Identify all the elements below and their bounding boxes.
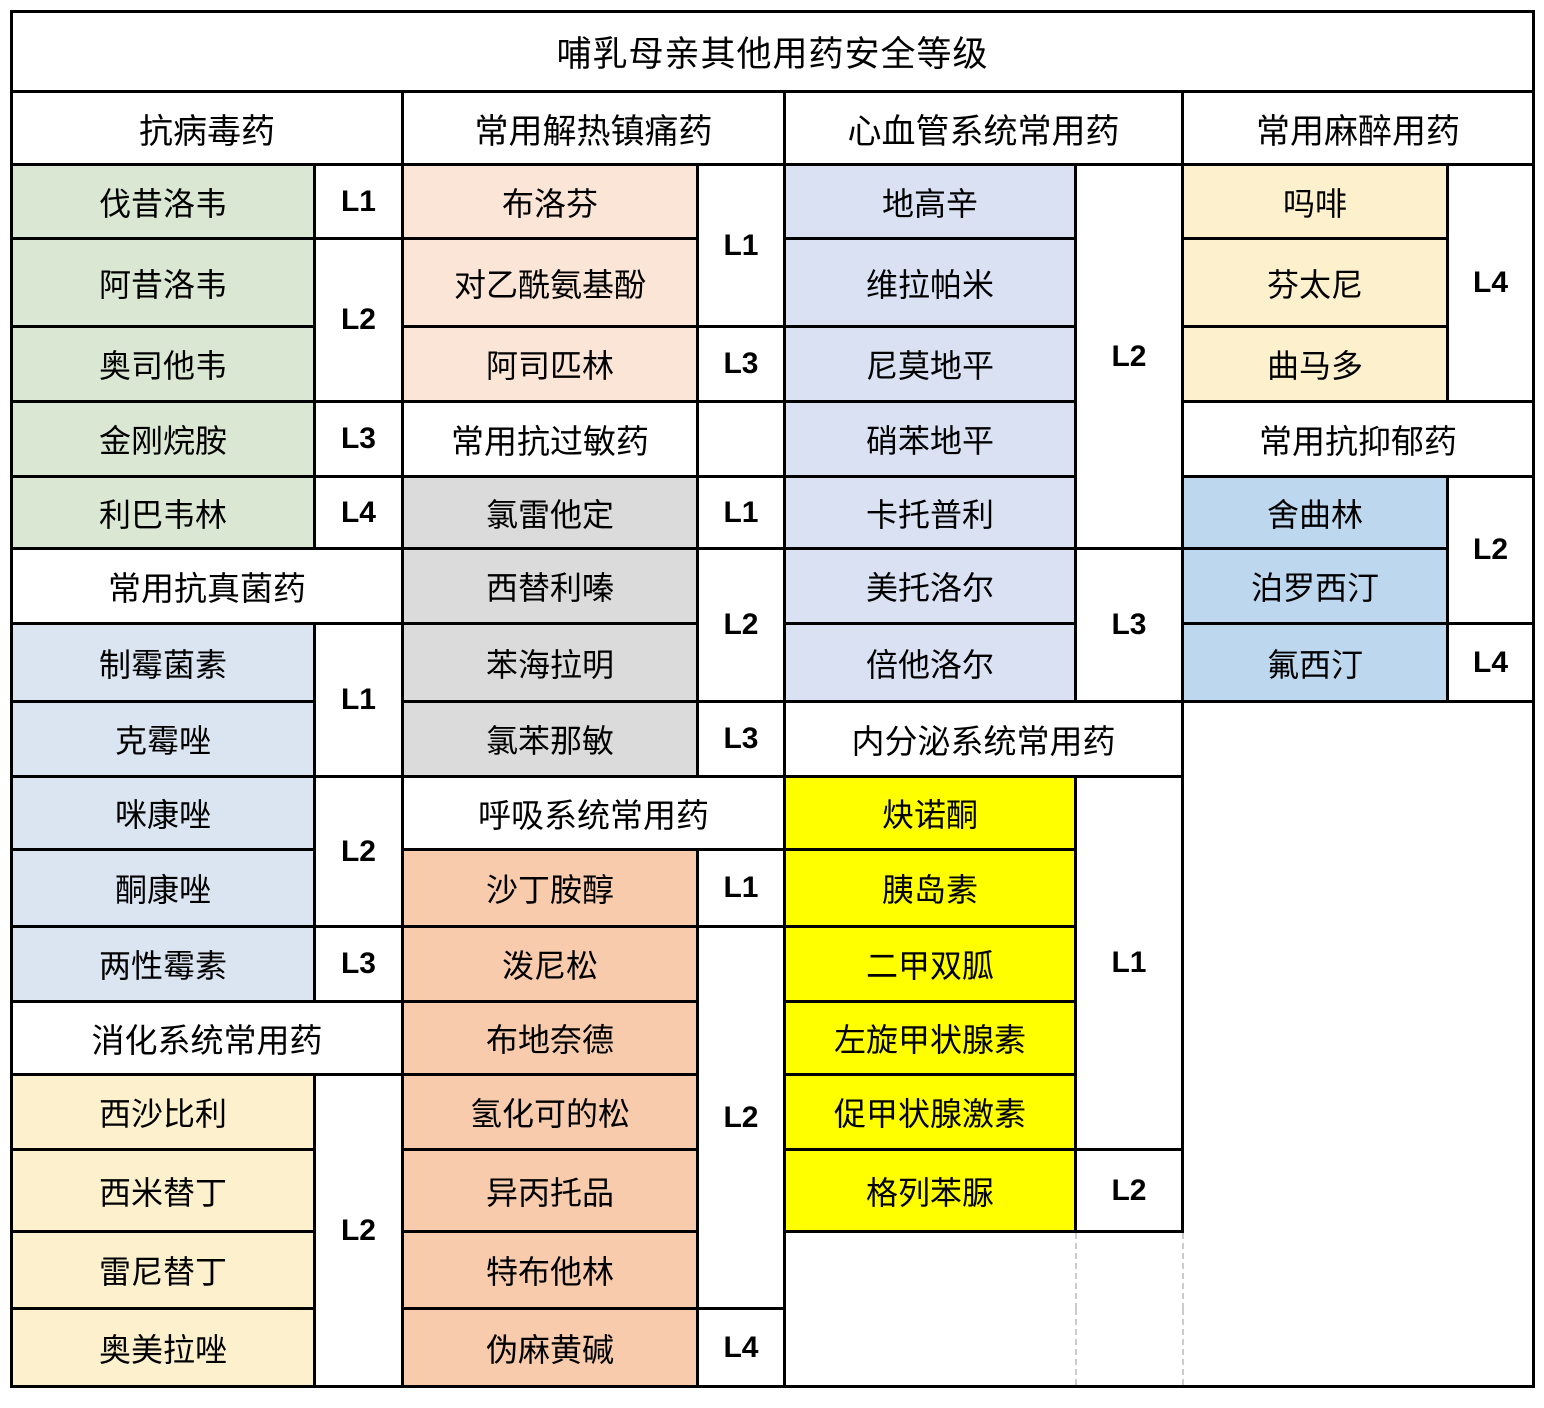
drug-cell: 沙丁胺醇 [401,848,699,928]
drug-cell: 倍他洛尔 [783,622,1077,703]
drug-cell: 布地奈德 [401,1000,699,1076]
level-cell: L1 [1074,775,1184,1151]
drug-cell: 异丙托品 [401,1148,699,1233]
drug-cell: 伐昔洛韦 [10,163,316,240]
drug-cell: 曲马多 [1181,325,1449,403]
level-cell: L2 [696,547,786,703]
column-header-analgesic: 常用解热镇痛药 [401,90,786,166]
empty-cell [1075,1231,1184,1387]
drug-cell: 酮康唑 [10,848,316,928]
drug-cell: 泼尼松 [401,925,699,1003]
section-header-endocrine: 内分泌系统常用药 [783,700,1184,778]
level-cell: L2 [313,1073,404,1388]
drug-cell: 胰岛素 [783,848,1077,928]
drug-cell: 泊罗西汀 [1181,547,1449,625]
level-cell: L3 [696,325,786,403]
level-cell: L3 [1074,547,1184,703]
level-cell: L3 [313,925,404,1003]
drug-cell: 对乙酰氨基酚 [401,237,699,328]
drug-cell: 苯海拉明 [401,622,699,703]
level-cell: L2 [313,775,404,928]
level-cell: L2 [1074,1148,1184,1233]
section-header-antidepressant: 常用抗抑郁药 [1180,400,1536,478]
drug-cell: 氯苯那敏 [401,700,699,778]
level-cell: L4 [1445,163,1536,403]
drug-cell: 舍曲林 [1181,475,1449,550]
section-header-respiratory: 呼吸系统常用药 [401,775,786,851]
section-header-digestive: 消化系统常用药 [10,1000,404,1076]
drug-cell: 尼莫地平 [783,325,1077,403]
level-cell: L2 [696,925,786,1310]
drug-cell: 地高辛 [783,163,1077,240]
section-header-antifungal: 常用抗真菌药 [10,547,404,625]
drug-cell: 卡托普利 [783,475,1077,550]
drug-cell: 伪麻黄碱 [401,1307,699,1388]
level-cell: L2 [1445,475,1536,625]
drug-cell: 硝苯地平 [783,400,1077,478]
level-cell: L4 [696,1307,786,1388]
drug-cell: 两性霉素 [10,925,316,1003]
drug-cell: 奥司他韦 [10,325,316,403]
drug-cell: 芬太尼 [1181,237,1449,328]
level-cell: L4 [313,475,404,550]
drug-cell: 二甲双胍 [783,925,1077,1003]
table-title: 哺乳母亲其他用药安全等级 [9,10,1536,93]
drug-cell: 西沙比利 [10,1073,316,1151]
section-header-antiallergy: 常用抗过敏药 [401,400,699,478]
drug-cell: 奥美拉唑 [10,1307,316,1388]
level-cell: L2 [1074,163,1184,550]
drug-cell: 吗啡 [1181,163,1449,240]
level-cell: L1 [696,475,786,550]
drug-cell: 炔诺酮 [783,775,1077,851]
drug-cell: 美托洛尔 [783,547,1077,625]
drug-cell: 西米替丁 [10,1148,316,1233]
drug-cell: 维拉帕米 [783,237,1077,328]
drug-cell: 利巴韦林 [10,475,316,550]
drug-cell: 氯雷他定 [401,475,699,550]
level-cell: L1 [696,848,786,928]
drug-cell: 克霉唑 [10,700,316,778]
drug-cell: 雷尼替丁 [10,1230,316,1310]
empty-cell [784,1231,1077,1387]
drug-cell: 制霉菌素 [10,622,316,703]
drug-cell: 西替利嗪 [401,547,699,625]
level-cell: L3 [313,400,404,478]
drug-cell: 促甲状腺激素 [783,1073,1077,1151]
level-cell: L2 [313,237,404,403]
level-cell: L1 [313,163,404,240]
column-header-cardio: 心血管系统常用药 [783,90,1184,166]
drug-cell: 布洛芬 [401,163,699,240]
medication-safety-table: 哺乳母亲其他用药安全等级 抗病毒药 常用解热镇痛药 心血管系统常用药 常用麻醉用… [9,10,1536,1388]
level-cell: L4 [1445,622,1536,703]
drug-cell: 金刚烷胺 [10,400,316,478]
drug-cell: 氢化可的松 [401,1073,699,1151]
drug-cell: 阿昔洛韦 [10,237,316,328]
drug-cell: 特布他林 [401,1230,699,1310]
level-cell: L1 [313,622,404,778]
column-header-anesthetic: 常用麻醉用药 [1180,90,1536,166]
column-header-antiviral: 抗病毒药 [10,90,404,166]
drug-cell: 阿司匹林 [401,325,699,403]
drug-cell: 氟西汀 [1181,622,1449,703]
empty-cell [1182,701,1534,1387]
drug-cell: 格列苯脲 [783,1148,1077,1233]
empty-level-cell [696,400,786,478]
drug-cell: 左旋甲状腺素 [783,1000,1077,1076]
level-cell: L1 [696,163,786,328]
drug-cell: 咪康唑 [10,775,316,851]
level-cell: L3 [696,700,786,778]
